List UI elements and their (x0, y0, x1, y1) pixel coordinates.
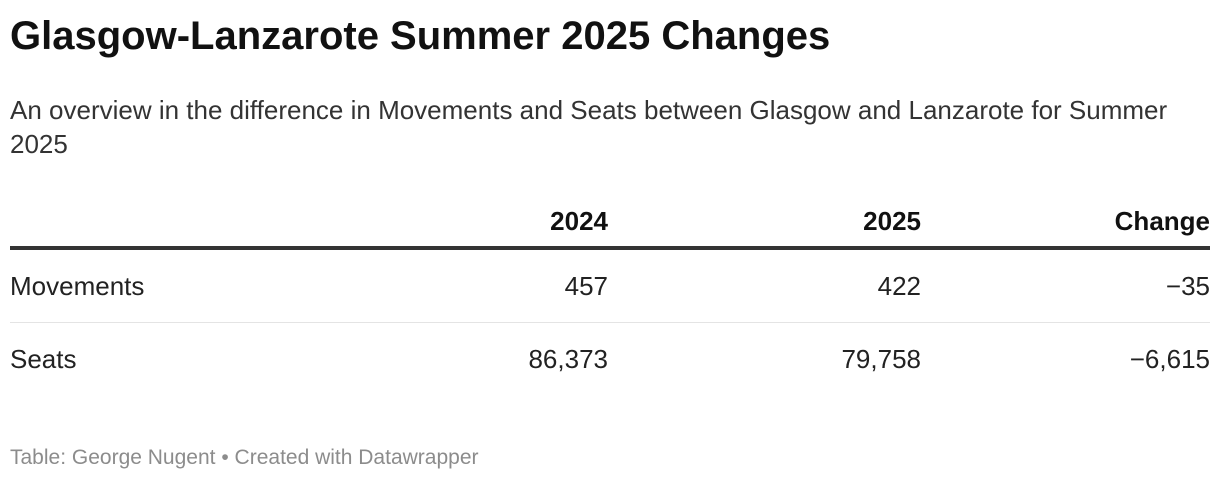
data-table: 2024 2025 Change Movements 457 422 −35 S… (10, 196, 1210, 395)
column-header-2025: 2025 (608, 196, 921, 250)
row-label: Movements (10, 248, 410, 323)
source-prefix: Table: (10, 446, 67, 469)
column-header-label (10, 196, 410, 250)
chart-title: Glasgow-Lanzarote Summer 2025 Changes (10, 14, 831, 58)
column-header-2024: 2024 (410, 196, 608, 250)
table-row: Movements 457 422 −35 (10, 248, 1210, 323)
row-label: Seats (10, 343, 77, 374)
cell-2025: 79,758 (841, 343, 921, 374)
chart-subtitle: An overview in the difference in Movemen… (10, 95, 1168, 159)
footer-separator: • (221, 446, 229, 469)
cell-2024: 86,373 (528, 343, 608, 374)
chart-container: Glasgow-Lanzarote Summer 2025 Changes An… (10, 0, 1210, 469)
source-name: George Nugent (71, 446, 216, 469)
table-header: 2024 2025 Change (10, 196, 1210, 250)
cell-change: −35 (921, 248, 1210, 323)
header-row: 2024 2025 Change (10, 196, 1210, 250)
cell-2025: 422 (608, 248, 921, 323)
credit-text: Created with Datawrapper (234, 446, 479, 469)
cell-2024: 457 (410, 248, 608, 323)
chart-footer: Table: George Nugent • Created with Data… (10, 444, 479, 472)
cell-change: −6,615 (1129, 343, 1210, 374)
column-header-change: Change (921, 196, 1210, 250)
table-row: Seats 86,373 79,758 −6,615 (10, 323, 1210, 396)
table-body: Movements 457 422 −35 Seats 86,373 79,75… (10, 248, 1210, 395)
